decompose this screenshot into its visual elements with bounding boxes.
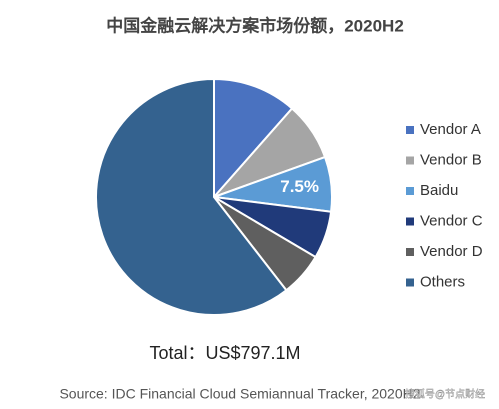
legend-label: Vendor B <box>420 151 482 168</box>
legend-swatch <box>406 187 414 195</box>
legend-label: Vendor A <box>420 121 481 138</box>
legend-swatch <box>406 156 414 165</box>
pie-slice <box>213 77 294 200</box>
data-label: 7.5% <box>280 177 319 196</box>
legend-swatch <box>406 248 414 256</box>
legend-swatch <box>406 217 414 226</box>
legend-label: Others <box>420 273 465 290</box>
legend-label: Vendor D <box>420 243 483 260</box>
legend-swatch <box>406 278 414 287</box>
watermark: 搜狐号@节点财经 <box>405 388 485 401</box>
pie-slice <box>95 77 288 316</box>
source-note: Source: IDC Financial Cloud Semiannual T… <box>59 386 420 402</box>
legend-swatch <box>406 126 414 134</box>
total-label: Total：US$797.1M <box>149 343 300 363</box>
legend-label: Vendor C <box>420 212 483 229</box>
legend-label: Baidu <box>420 182 458 199</box>
chart-title: 中国金融云解决方案市场份额，2020H2 <box>106 15 404 35</box>
